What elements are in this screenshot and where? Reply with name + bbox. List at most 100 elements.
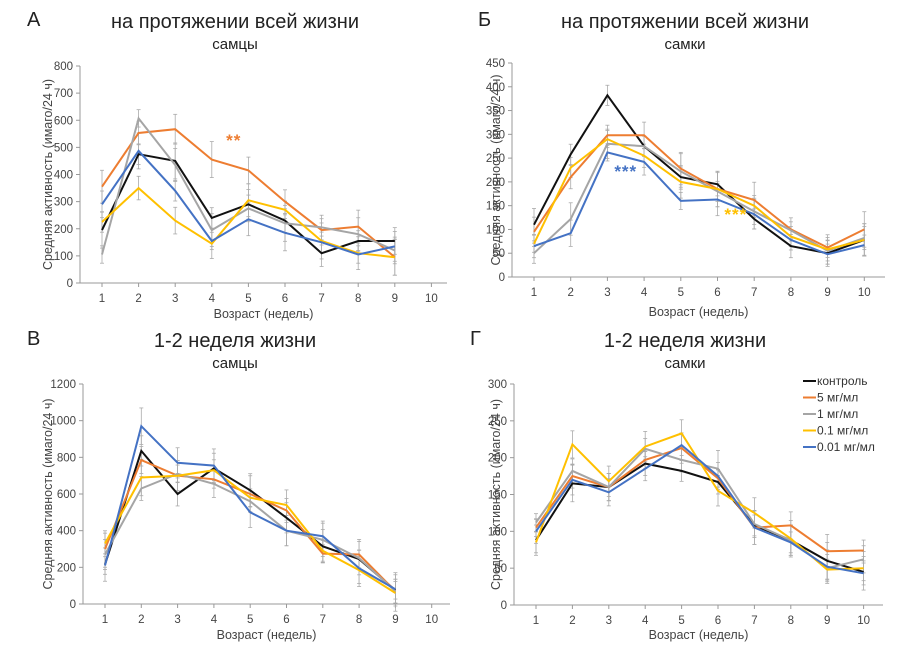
panel-letter: В [27,328,40,350]
y-tick-label: 200 [486,177,505,189]
x-tick-label: 2 [569,615,575,627]
x-tick-label: 10 [857,615,870,627]
x-tick-label: 8 [355,293,361,305]
legend-label: 0.01 мг/мл [817,440,875,454]
legend-label: 0.1 мг/мл [817,424,868,438]
y-axis-label: Средняя активность (имаго/24 ч) [41,79,55,270]
y-tick-label: 1200 [50,379,76,391]
x-tick-label: 7 [751,287,757,299]
x-tick-label: 8 [788,287,794,299]
legend-label: контроль [817,374,868,388]
y-tick-label: 200 [54,224,73,236]
x-tick-label: 1 [533,615,539,627]
x-axis-label: Возраст (недель) [649,305,749,319]
x-tick-label: 4 [209,293,216,305]
x-tick-label: 7 [318,293,324,305]
x-tick-label: 5 [247,614,253,626]
x-tick-label: 8 [788,615,794,627]
series-line-0-01-мг-мл [535,443,864,575]
y-tick-label: 600 [54,115,73,127]
x-tick-label: 3 [604,287,610,299]
panel-title: 1-2 неделя жизни [604,330,766,352]
y-tick-label: 400 [54,170,73,182]
x-axis-label: Возраст (недель) [214,307,314,321]
panel-letter: Б [478,9,491,31]
x-axis-label: Возраст (недель) [217,628,317,642]
x-tick-label: 3 [172,293,178,305]
significance-marker: ** [226,131,241,150]
x-tick-label: 2 [567,287,573,299]
x-tick-label: 6 [283,614,289,626]
x-tick-label: 9 [392,293,398,305]
x-tick-label: 7 [320,614,326,626]
y-tick-label: 0 [70,599,76,611]
y-tick-label: 250 [488,416,507,428]
panel-subtitle: самки [664,36,705,53]
series-line-1-мг-мл [535,447,864,570]
series-line-0-1-мг-мл [533,137,865,251]
y-tick-label: 800 [57,452,76,464]
x-tick-label: 1 [531,287,537,299]
x-tick-label: 6 [715,615,721,627]
legend: контроль 5 мг/мл 1 мг/мл 0.1 мг/мл 0.01 мг/м… [803,374,875,454]
y-tick-label: 0 [501,600,507,612]
y-tick-label: 100 [54,251,73,263]
x-tick-label: 10 [425,293,438,305]
panel-title: на протяжении всей жизни [561,11,809,33]
x-tick-label: 5 [678,615,684,627]
y-tick-label: 150 [486,201,505,213]
y-axis-label: Средняя активность (имаго/24 ч) [489,74,503,265]
y-tick-label: 400 [57,526,76,538]
x-tick-label: 1 [99,293,105,305]
x-axis-label: Возраст (недель) [649,628,749,642]
x-tick-label: 10 [425,614,438,626]
panel-3: В 1-2 неделя жизни самцы 0 200 400 600 800 1000 1… [27,328,450,642]
panel-title: на протяжении всей жизни [111,11,359,33]
x-tick-label: 9 [824,287,830,299]
x-tick-label: 9 [824,615,830,627]
y-tick-label: 0 [67,278,73,290]
y-tick-label: 200 [488,453,507,465]
x-tick-label: 6 [282,293,288,305]
y-tick-label: 150 [488,490,507,502]
panel-subtitle: самки [664,355,705,372]
panel-4: Г 1-2 неделя жизни самки 0 50 100 150 200 250 300… [470,328,883,642]
y-tick-label: 50 [492,248,505,260]
significance-marker: *** [724,205,747,224]
x-tick-label: 7 [751,615,757,627]
panel-letter: А [27,9,41,31]
legend-label: 5 мг/мл [817,391,858,405]
y-tick-label: 500 [54,142,73,154]
x-tick-label: 6 [714,287,720,299]
x-tick-label: 5 [678,287,684,299]
series-line-1-мг-мл [533,142,865,254]
y-tick-label: 100 [488,526,507,538]
y-tick-label: 800 [54,61,73,73]
panel-subtitle: самцы [212,36,258,53]
x-tick-label: 4 [641,287,648,299]
x-tick-label: 3 [606,615,612,627]
y-tick-label: 400 [486,82,505,94]
x-tick-label: 8 [356,614,362,626]
legend-label: 1 мг/мл [817,407,858,421]
series-line-0-1-мг-мл [535,432,864,571]
y-tick-label: 0 [499,272,505,284]
y-tick-label: 200 [57,562,76,574]
x-tick-label: 4 [642,615,649,627]
y-axis-label: Средняя активность (имаго/24 ч) [41,398,55,589]
y-tick-label: 100 [486,224,505,236]
y-tick-label: 300 [54,197,73,209]
series-line-контроль [533,93,865,255]
panel-subtitle: самцы [212,355,258,372]
x-tick-label: 2 [138,614,144,626]
x-tick-label: 4 [211,614,218,626]
x-tick-label: 10 [858,287,871,299]
significance-marker: *** [614,162,637,181]
y-tick-label: 50 [494,563,507,575]
x-tick-label: 1 [102,614,108,626]
series-line-5-мг-мл [533,134,865,249]
y-tick-label: 350 [486,106,505,118]
panel-letter: Г [470,328,481,350]
